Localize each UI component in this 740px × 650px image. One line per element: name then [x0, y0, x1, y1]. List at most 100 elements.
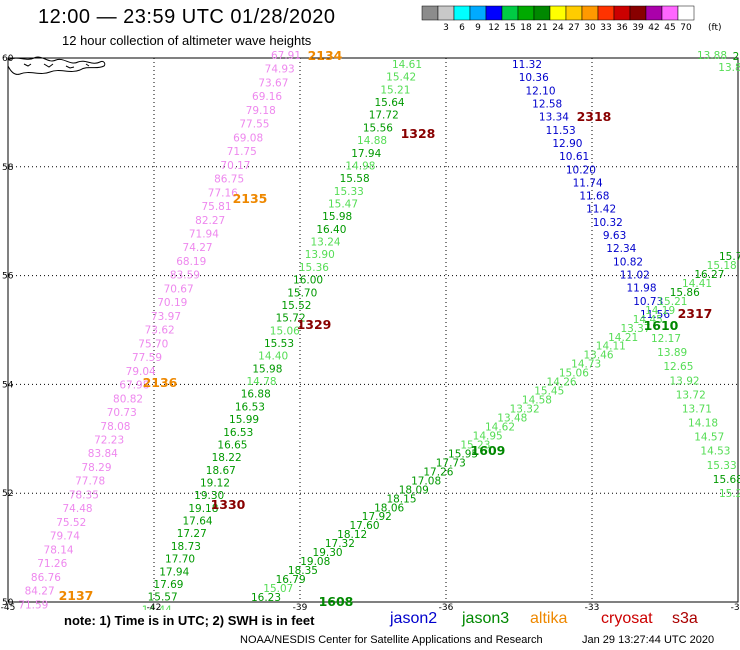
wave-height-label: 10.20: [566, 164, 596, 176]
wave-height-label: 79.04: [126, 366, 156, 378]
wave-height-label: 17.94: [351, 148, 381, 160]
wave-height-label: 13.32: [510, 404, 540, 416]
wave-height-label: 68.19: [176, 256, 206, 268]
legend-tick-label: 39: [632, 23, 644, 33]
wave-height-label: 11.32: [512, 59, 542, 71]
wave-height-label: 15.21: [657, 296, 687, 308]
wave-height-label: 79.74: [50, 531, 80, 543]
wave-height-label: 19.30: [313, 547, 343, 559]
wave-height-label: 80.82: [113, 393, 143, 405]
legend-tick-label: 33: [600, 23, 611, 33]
wave-height-label: 16.53: [223, 427, 253, 439]
wave-height-label: 10.61: [559, 151, 589, 163]
wave-height-label: 14.18: [688, 418, 718, 430]
wave-height-label: 71.75: [227, 146, 257, 158]
wave-height-label: 15.06: [270, 325, 300, 337]
wave-height-label: 74.27: [183, 242, 213, 254]
wave-height-label: 15.70: [287, 287, 317, 299]
wave-height-label: 11.42: [586, 204, 616, 216]
wave-height-label: 18.09: [399, 484, 429, 496]
wave-height-label: 18.12: [337, 529, 367, 541]
wave-height-label: 10.73: [633, 296, 663, 308]
wave-height-label: 14.19: [645, 305, 675, 317]
legend-tick-label: 15: [504, 23, 515, 33]
wave-height-label: 15.98: [322, 211, 352, 223]
wave-height-label: 69.16: [252, 91, 282, 103]
wave-height-label: 73.97: [151, 311, 181, 323]
lon-tick-label: -45: [1, 603, 16, 610]
wave-height-label: 2: [733, 51, 740, 63]
wave-height-label: 13.72: [676, 389, 706, 401]
legend-tick-label: 42: [648, 23, 659, 33]
wave-height-label: 14.40: [258, 351, 288, 363]
wave-height-label: 10.82: [613, 256, 643, 268]
pass-number-label: 1330: [211, 497, 246, 512]
wave-height-label: 11.53: [546, 125, 576, 137]
wave-height-label: 15.45: [534, 386, 564, 398]
wave-height-label: 18.35: [288, 565, 318, 577]
wave-height-label: 13.89: [657, 347, 687, 359]
legend-tick-label: 36: [616, 23, 628, 33]
wave-height-label: 17.70: [165, 554, 195, 566]
legend-tick-label: 9: [475, 23, 481, 33]
wave-height-label: 17.94: [159, 566, 189, 578]
pass-number-label: 1610: [644, 318, 679, 333]
wave-height-label: 14.61: [392, 59, 422, 71]
wave-height-label: 74.48: [63, 503, 93, 515]
wave-height-label: 14.41: [682, 278, 712, 290]
wave-height-label: 19.08: [300, 556, 330, 568]
wave-height-label: 70.73: [107, 407, 137, 419]
wave-height-label: 16.53: [235, 401, 265, 413]
footer-timestamp: Jan 29 13:27:44 UTC 2020: [582, 634, 715, 646]
wave-height-label: 70.17: [220, 160, 250, 172]
wave-height-label: 12.34: [606, 243, 636, 255]
pass-number-label: 1328: [401, 126, 436, 141]
legend-swatch: [677, 5, 695, 21]
wave-height-label: 13.71: [682, 403, 712, 415]
wave-height-label: 17.72: [369, 110, 399, 122]
wave-height-label: 13.8: [718, 62, 740, 74]
wave-height-label: 71.26: [37, 558, 67, 570]
satellite-legend-altika: altika: [530, 610, 568, 627]
wave-height-label: 16.65: [217, 439, 247, 451]
wave-height-label: 14.53: [700, 446, 730, 458]
wave-height-label: 16.79: [276, 574, 306, 586]
wave-height-label: 15.33: [707, 460, 737, 472]
wave-height-label: 17.08: [411, 475, 441, 487]
lat-tick-label: 50: [2, 598, 14, 608]
wave-height-label: 15.56: [363, 122, 393, 134]
wave-height-label: 14.45: [633, 314, 663, 326]
wave-height-label: 77.16: [208, 187, 238, 199]
wave-height-label: 10.36: [519, 72, 549, 84]
lon-tick-label: -33: [585, 603, 600, 610]
wave-height-label: 11.68: [579, 191, 609, 203]
lat-tick-label: 54: [2, 380, 14, 390]
wave-height-label: 78.35: [69, 489, 99, 501]
wave-height-label: 13.46: [583, 350, 613, 362]
wave-height-label: 14.98: [345, 160, 375, 172]
wave-height-label: 12.17: [651, 333, 681, 345]
wave-height-label: 14.95: [473, 430, 503, 442]
wave-height-label: 83.84: [88, 448, 118, 460]
wave-height-label: 75.70: [138, 338, 168, 350]
pass-number-label: 2137: [59, 588, 94, 603]
satellite-legend-s3a: s3a: [672, 610, 698, 627]
wave-height-label: 17.64: [183, 516, 213, 528]
wave-height-label: 18.06: [374, 502, 404, 514]
wave-height-label: 15.72: [719, 251, 740, 263]
wave-height-label: 77.78: [75, 476, 105, 488]
wave-height-label: 12.65: [663, 361, 693, 373]
legend-tick-label: 12: [488, 23, 499, 33]
wave-height-label: 15.42: [386, 72, 416, 84]
legend-tick-label: 18: [520, 23, 532, 33]
wave-height-label: 14.26: [547, 377, 577, 389]
legend-tick-label: 70: [680, 23, 692, 33]
legend-tick-label: 30: [584, 23, 596, 33]
wave-height-label: 16.88: [241, 389, 271, 401]
wave-height-label: 12.90: [552, 138, 582, 150]
wave-height-label: 17.32: [325, 538, 355, 550]
pass-number-label: 1329: [297, 317, 332, 332]
wave-height-label: 15.99: [229, 414, 259, 426]
lat-tick-label: 60: [2, 54, 14, 64]
